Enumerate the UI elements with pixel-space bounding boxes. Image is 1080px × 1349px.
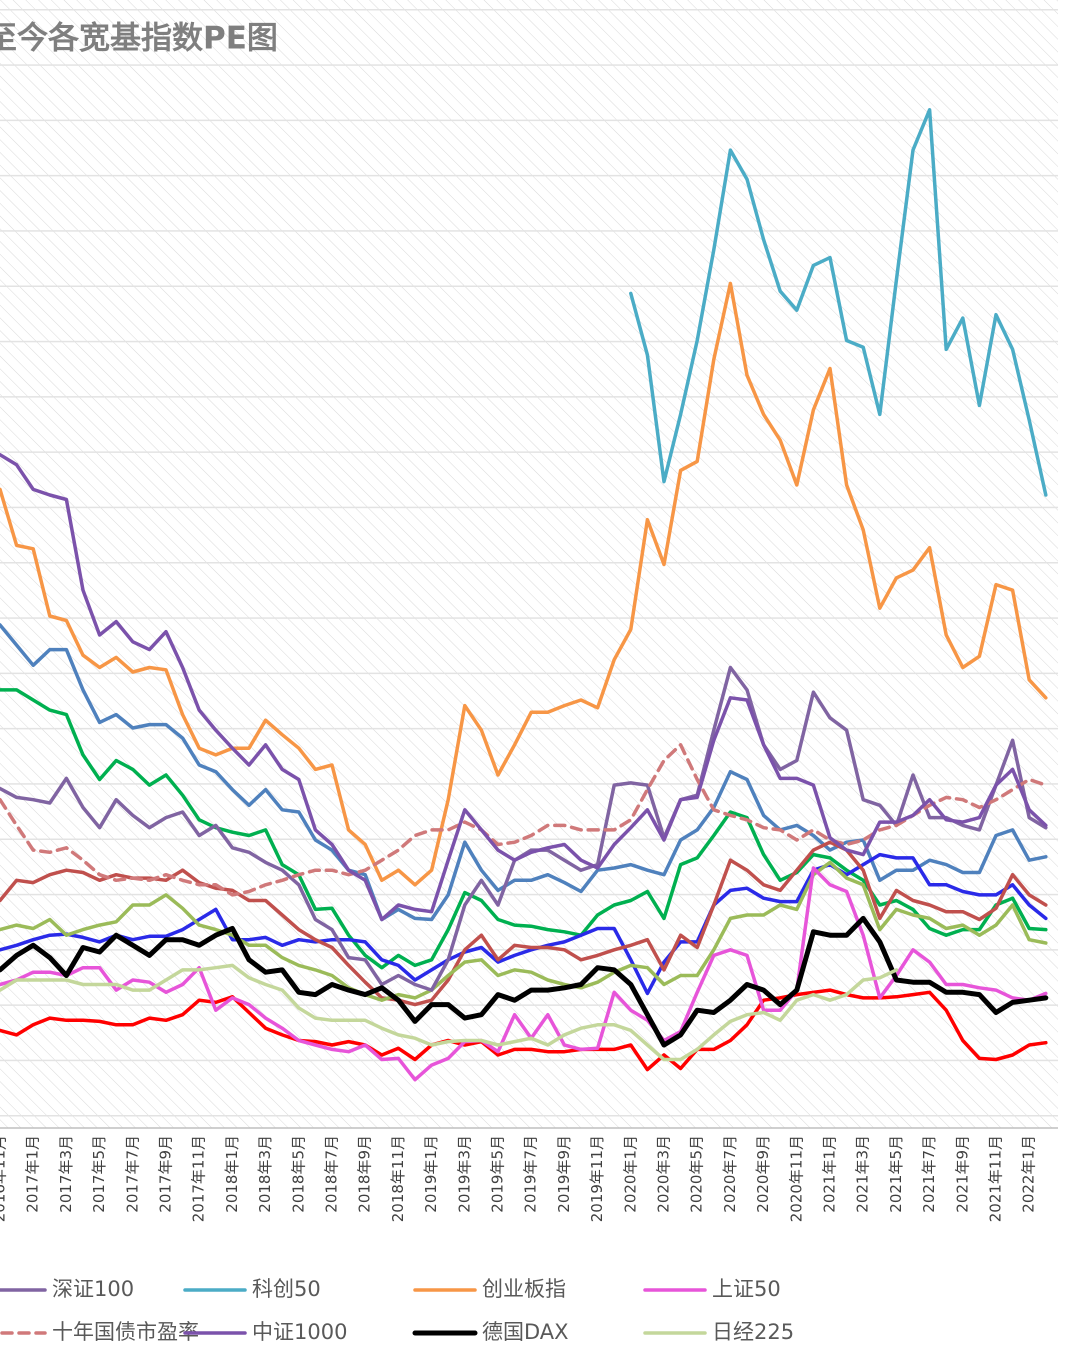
x-tick-label: 2017年5月 — [90, 1135, 108, 1213]
x-tick-label: 2020年3月 — [655, 1135, 673, 1213]
x-tick-label: 2019年3月 — [455, 1135, 473, 1213]
x-tick-label: 2020年5月 — [688, 1135, 706, 1213]
chart-title: 至今各宽基指数PE图 — [0, 21, 278, 57]
x-tick-label: 2020年11月 — [787, 1135, 805, 1222]
x-tick-label: 2019年9月 — [555, 1135, 573, 1213]
x-tick-label: 2017年7月 — [123, 1135, 141, 1213]
series-line — [0, 866, 1048, 1082]
series-line — [0, 988, 1048, 1072]
x-tick-label: 2017年3月 — [57, 1135, 75, 1213]
legend-label: 深证100 — [52, 1277, 134, 1301]
x-tick-label: 2021年3月 — [854, 1135, 872, 1213]
x-tick-label: 2018年3月 — [256, 1135, 274, 1213]
series-line — [0, 840, 1048, 1007]
x-tick-label: 2019年11月 — [588, 1135, 606, 1222]
x-tick-label: 2021年7月 — [920, 1135, 938, 1213]
legend-label: 上证50 — [712, 1277, 781, 1301]
x-tick-label: 2018年1月 — [223, 1135, 241, 1213]
lines — [0, 108, 1049, 1082]
x-tick-label: 2016年11月 — [0, 1135, 9, 1222]
x-tick-label: 2018年9月 — [356, 1135, 374, 1213]
x-tick-label: 2021年11月 — [987, 1135, 1005, 1222]
x-tick-label: 2017年9月 — [157, 1135, 175, 1213]
series-line — [0, 452, 1048, 922]
legend-label: 十年国债市盈率 — [52, 1320, 199, 1344]
x-tick-label: 2020年1月 — [621, 1135, 639, 1213]
x-tick-label: 2021年5月 — [887, 1135, 905, 1213]
series-line — [0, 860, 1048, 1002]
legend-label: 创业板指 — [482, 1277, 566, 1301]
x-tick-label: 2020年9月 — [754, 1135, 772, 1213]
legend-label: 日经225 — [712, 1320, 794, 1344]
x-tick-label: 2019年1月 — [422, 1135, 440, 1213]
x-axis-labels: 2016年11月 2017年1月 2017年3月 2017年5月 2017年7月 2017… — [0, 1135, 1038, 1222]
x-tick-label: 2018年7月 — [323, 1135, 341, 1213]
plot-grid — [0, 0, 1058, 1128]
x-tick-label: 2021年9月 — [953, 1135, 971, 1213]
series-line — [0, 915, 1049, 1048]
x-tick-label: 2017年1月 — [24, 1135, 42, 1213]
legend-label: 德国DAX — [482, 1320, 569, 1344]
x-tick-label: 2018年11月 — [389, 1135, 407, 1222]
series-line — [0, 963, 899, 1062]
x-tick-label: 2020年7月 — [721, 1135, 739, 1213]
legend-label: 中证1000 — [252, 1320, 347, 1344]
series-line — [0, 852, 1048, 996]
x-tick-label: 2019年5月 — [489, 1135, 507, 1213]
x-tick-label: 2018年5月 — [289, 1135, 307, 1213]
series-line — [629, 108, 1048, 497]
legend: 深证100 科创50 创业板指 上证50 十年国债市盈率 中证1000 德国DAX 日经225 — [0, 1277, 794, 1344]
x-tick-label: 2021年1月 — [821, 1135, 839, 1213]
x-tick-label: 2017年11月 — [190, 1135, 208, 1222]
x-tick-label: 2022年1月 — [1020, 1135, 1038, 1213]
x-tick-label: 2019年7月 — [522, 1135, 540, 1213]
series-line — [0, 281, 1048, 887]
legend-label: 科创50 — [252, 1277, 321, 1301]
